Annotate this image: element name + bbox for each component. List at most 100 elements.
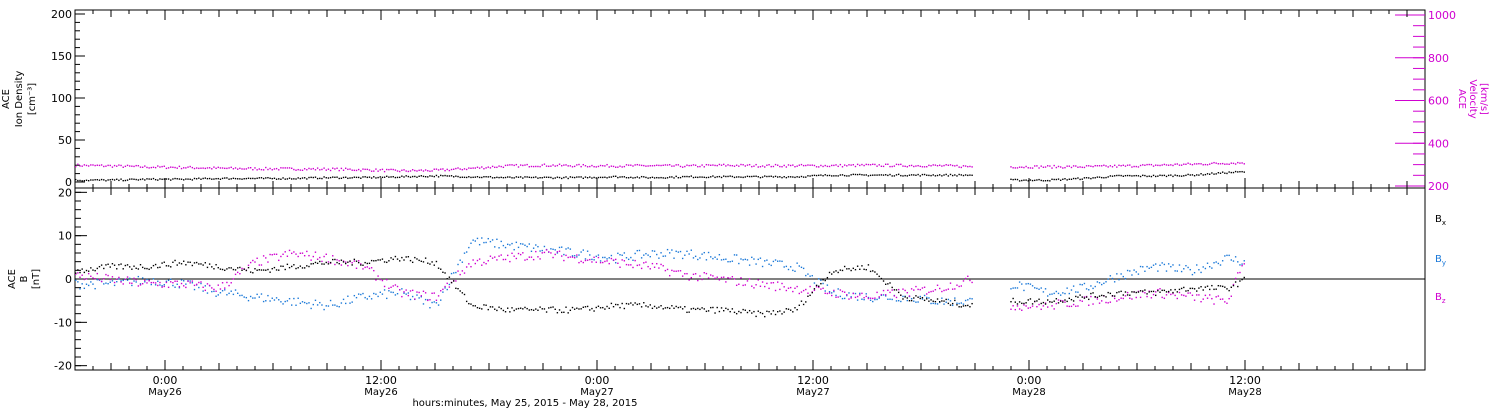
bz-point — [627, 264, 630, 266]
density-point — [394, 176, 397, 179]
density-point — [1237, 171, 1239, 173]
density-point — [280, 178, 282, 180]
velocity-point — [716, 164, 718, 167]
density-point — [874, 174, 876, 176]
bx-point — [329, 261, 332, 264]
velocity-point — [329, 169, 332, 172]
density-point — [815, 174, 818, 177]
bx-point — [768, 310, 770, 313]
velocity-point — [191, 166, 194, 169]
bz-point — [183, 285, 185, 287]
by-point — [539, 250, 541, 252]
by-point — [1157, 270, 1159, 272]
bz-point — [692, 273, 695, 276]
bx-point — [537, 309, 539, 311]
velocity-point — [548, 165, 550, 168]
velocity-point — [915, 165, 917, 167]
bx-point — [772, 310, 775, 312]
bz-point — [731, 276, 734, 278]
bz-point — [759, 285, 762, 287]
density-point — [461, 176, 464, 178]
bz-point — [226, 281, 228, 284]
by-point — [1016, 287, 1019, 289]
by-point — [915, 301, 917, 303]
velocity-point — [656, 164, 658, 166]
density-point — [528, 176, 530, 179]
bz-point — [396, 285, 399, 288]
density-point — [239, 178, 241, 180]
density-point — [291, 178, 293, 180]
velocity-point — [831, 164, 833, 167]
velocity-point — [729, 164, 731, 167]
bz-point — [1221, 298, 1224, 300]
density-point — [757, 176, 759, 178]
bx-point — [1133, 291, 1135, 293]
velocity-point — [414, 169, 416, 172]
bz-point — [606, 260, 608, 262]
bx-point — [453, 280, 455, 282]
by-point — [507, 243, 509, 246]
bx-point — [221, 268, 224, 271]
density-point — [1165, 175, 1168, 178]
bz-point — [126, 276, 129, 278]
velocity-point — [1057, 165, 1060, 168]
bx-point — [595, 306, 597, 309]
bz-point — [1211, 297, 1213, 300]
bz-point — [770, 282, 772, 284]
density-point — [735, 176, 738, 178]
density-point — [288, 177, 291, 179]
velocity-point — [552, 164, 554, 166]
by-point — [684, 254, 686, 256]
bz-point — [932, 290, 934, 292]
bz-point — [930, 290, 932, 293]
by-point — [839, 295, 842, 298]
density-point — [198, 177, 200, 179]
density-point — [463, 176, 466, 179]
bz-point — [470, 265, 472, 268]
bz-point — [694, 273, 697, 275]
velocity-point — [954, 165, 956, 167]
density-point — [401, 175, 403, 177]
b-tick-label: -20 — [54, 360, 72, 373]
bx-point — [1148, 291, 1150, 293]
velocity-point — [1064, 166, 1066, 169]
bz-point — [636, 264, 638, 267]
by-point — [364, 296, 366, 299]
velocity-point — [377, 170, 379, 172]
velocity-point — [379, 169, 381, 171]
bx-point — [167, 265, 170, 267]
by-point — [753, 258, 755, 260]
bx-point — [843, 265, 846, 268]
by-point — [483, 241, 485, 244]
bz-point — [362, 268, 364, 270]
density-point — [653, 177, 656, 179]
bz-point — [649, 268, 651, 270]
by-point — [1066, 287, 1068, 289]
velocity-point — [1213, 161, 1215, 164]
velocity-point — [92, 164, 94, 166]
bx-point — [1185, 290, 1187, 292]
bx-point — [1135, 291, 1137, 294]
velocity-point — [105, 165, 107, 167]
density-point — [377, 176, 379, 179]
bottom-series-layer — [75, 237, 1245, 318]
velocity-point — [465, 168, 468, 171]
by-point — [282, 303, 284, 305]
density-point — [1101, 176, 1103, 179]
by-point — [401, 288, 403, 290]
bx-point — [1137, 291, 1140, 293]
bx-point — [241, 269, 243, 272]
bx-point — [178, 262, 181, 264]
bz-point — [971, 281, 973, 284]
by-point — [638, 249, 641, 252]
bz-point — [342, 260, 345, 262]
by-point — [524, 244, 526, 246]
bz-point — [200, 281, 202, 283]
bx-point — [215, 264, 217, 266]
bx-point — [604, 308, 606, 310]
velocity-point — [1059, 166, 1062, 168]
bx-point — [703, 308, 705, 310]
bz-point — [1055, 302, 1058, 305]
bx-point — [386, 261, 388, 264]
